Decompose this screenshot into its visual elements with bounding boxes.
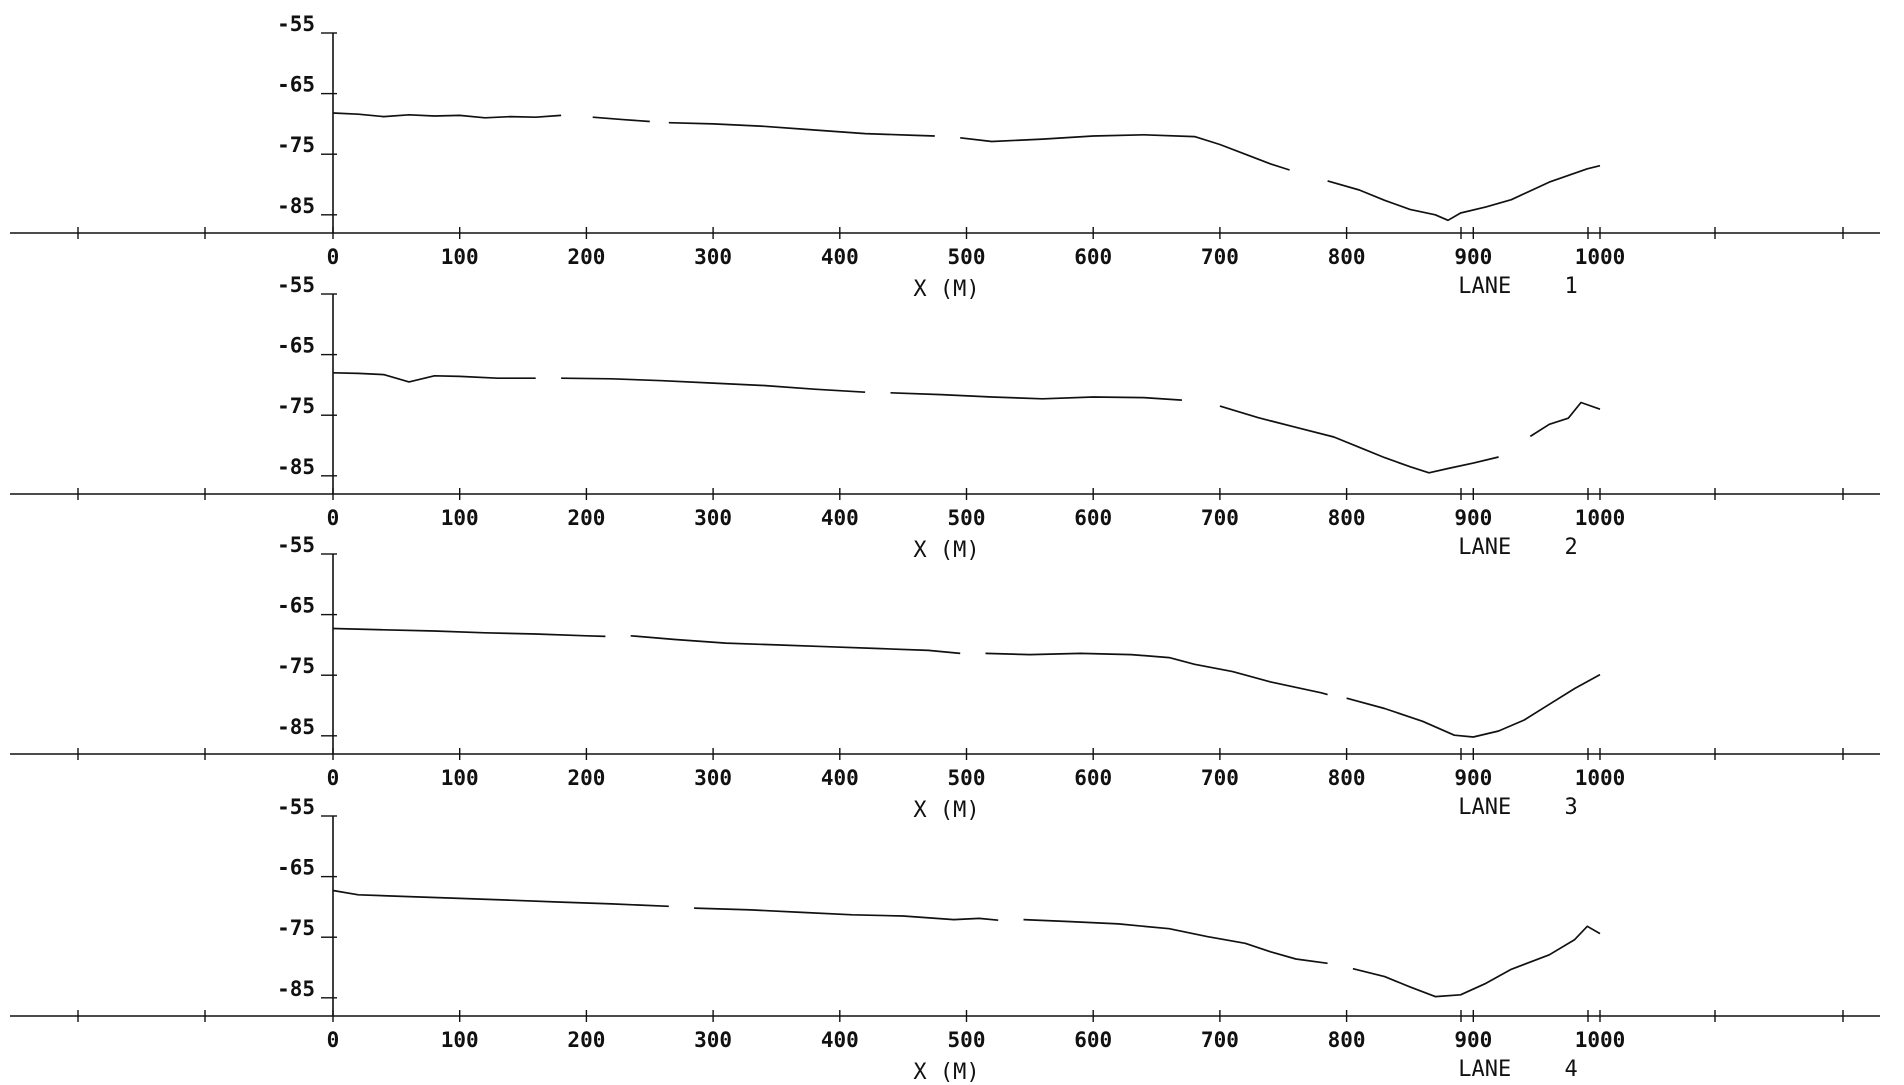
x-axis-title: X (M) bbox=[913, 1060, 979, 1085]
y-tick-label: -65 bbox=[277, 594, 315, 618]
series-line-segment bbox=[332, 889, 669, 908]
series-line-segment bbox=[694, 907, 999, 922]
x-tick-label: 1000 bbox=[1575, 1028, 1626, 1052]
lane-number: 4 bbox=[1565, 1057, 1578, 1082]
y-tick-label: -55 bbox=[277, 273, 315, 297]
x-axis-title: X (M) bbox=[913, 798, 979, 823]
x-tick-label: 600 bbox=[1074, 766, 1112, 790]
x-tick-label: 200 bbox=[567, 766, 605, 790]
lane-number: 3 bbox=[1565, 795, 1578, 820]
x-tick-label: 100 bbox=[441, 506, 479, 530]
x-tick-label: 400 bbox=[821, 766, 859, 790]
series-line-segment bbox=[561, 377, 866, 394]
y-tick-label: -75 bbox=[277, 394, 315, 418]
x-tick-label: 100 bbox=[441, 245, 479, 269]
series-line-segment bbox=[592, 116, 650, 123]
x-tick-label: 800 bbox=[1328, 506, 1366, 530]
x-tick-label: 700 bbox=[1201, 766, 1239, 790]
x-tick-label: 0 bbox=[327, 506, 340, 530]
x-tick-label: 0 bbox=[327, 245, 340, 269]
x-tick-label: 600 bbox=[1074, 1028, 1112, 1052]
x-axis-title: X (M) bbox=[913, 538, 979, 563]
x-tick-label: 400 bbox=[821, 245, 859, 269]
x-tick-label: 500 bbox=[948, 1028, 986, 1052]
x-tick-label: 200 bbox=[567, 506, 605, 530]
y-tick-label: -85 bbox=[277, 194, 315, 218]
y-tick-label: -55 bbox=[277, 533, 315, 557]
x-tick-label: 300 bbox=[694, 245, 732, 269]
x-tick-label: 400 bbox=[821, 1028, 859, 1052]
x-axis-title: X (M) bbox=[913, 277, 979, 302]
x-tick-label: 600 bbox=[1074, 506, 1112, 530]
series-line-segment bbox=[332, 112, 562, 119]
x-tick-label: 300 bbox=[694, 506, 732, 530]
series-line-segment bbox=[1352, 925, 1601, 998]
series-line-segment bbox=[332, 371, 536, 383]
x-tick-label: 500 bbox=[948, 506, 986, 530]
y-tick-label: -75 bbox=[277, 654, 315, 678]
y-tick-label: -55 bbox=[277, 12, 315, 36]
series-line-segment bbox=[1346, 673, 1601, 738]
y-tick-label: -75 bbox=[277, 916, 315, 940]
x-tick-label: 1000 bbox=[1575, 245, 1626, 269]
lane-number: 1 bbox=[1565, 274, 1578, 299]
x-tick-label: 1000 bbox=[1575, 506, 1626, 530]
x-tick-label: 200 bbox=[567, 1028, 605, 1052]
x-tick-label: 400 bbox=[821, 506, 859, 530]
chart-panel-lane-3: -55 -65 -75 -85 0 100 200 300 400 500 600 700 800 900… bbox=[10, 533, 1880, 823]
y-tick-label: -55 bbox=[277, 795, 315, 819]
lane-label: LANE 4 bbox=[1458, 1057, 1577, 1082]
lane-label: LANE 2 bbox=[1458, 535, 1577, 560]
y-tick-label: -85 bbox=[277, 455, 315, 479]
x-tick-label: 100 bbox=[441, 1028, 479, 1052]
y-tick-label: -75 bbox=[277, 133, 315, 157]
y-tick-label: -85 bbox=[277, 715, 315, 739]
x-tick-label: 700 bbox=[1201, 1028, 1239, 1052]
x-tick-label: 500 bbox=[948, 245, 986, 269]
y-tick-label: -65 bbox=[277, 334, 315, 358]
x-tick-label: 300 bbox=[694, 766, 732, 790]
chart-panel-lane-2: -55 -65 -75 -85 0 100 200 300 400 500 600 700 800 900… bbox=[10, 273, 1880, 563]
x-tick-label: 900 bbox=[1454, 245, 1492, 269]
x-tick-label: 300 bbox=[694, 1028, 732, 1052]
x-tick-label: 200 bbox=[567, 245, 605, 269]
x-tick-label: 900 bbox=[1454, 766, 1492, 790]
y-tick-label: -85 bbox=[277, 977, 315, 1001]
series-line-segment bbox=[1023, 918, 1328, 965]
lane-number: 2 bbox=[1565, 535, 1578, 560]
lane-label: LANE 1 bbox=[1458, 274, 1577, 299]
series-line-segment bbox=[332, 627, 606, 638]
x-tick-label: 0 bbox=[327, 1028, 340, 1052]
x-tick-label: 100 bbox=[441, 766, 479, 790]
series-line-segment bbox=[630, 634, 961, 655]
series-line-segment bbox=[1327, 164, 1601, 222]
series-line-segment bbox=[668, 121, 935, 137]
x-tick-label: 700 bbox=[1201, 506, 1239, 530]
x-tick-label: 900 bbox=[1454, 1028, 1492, 1052]
series-line-segment bbox=[985, 652, 1328, 696]
series-line-segment bbox=[960, 133, 1290, 171]
x-tick-label: 1000 bbox=[1575, 766, 1626, 790]
series-line-segment bbox=[1529, 401, 1601, 438]
x-tick-label: 900 bbox=[1454, 506, 1492, 530]
x-tick-label: 800 bbox=[1328, 245, 1366, 269]
chart-panel-lane-4: -55 -65 -75 -85 0 100 200 300 400 500 600 700 800 900… bbox=[10, 795, 1880, 1085]
series-line-segment bbox=[1219, 405, 1499, 474]
y-tick-label: -65 bbox=[277, 856, 315, 880]
x-tick-label: 800 bbox=[1328, 1028, 1366, 1052]
series-line-segment bbox=[890, 391, 1182, 401]
x-tick-label: 500 bbox=[948, 766, 986, 790]
x-tick-label: 800 bbox=[1328, 766, 1366, 790]
x-tick-label: 0 bbox=[327, 766, 340, 790]
lane-label: LANE 3 bbox=[1458, 795, 1577, 820]
y-tick-label: -65 bbox=[277, 73, 315, 97]
x-tick-label: 600 bbox=[1074, 245, 1112, 269]
x-tick-label: 700 bbox=[1201, 245, 1239, 269]
chart-panel-lane-1: -55 -65 -75 -85 0 100 200 300 400 500 600 700 800 900… bbox=[10, 12, 1880, 302]
